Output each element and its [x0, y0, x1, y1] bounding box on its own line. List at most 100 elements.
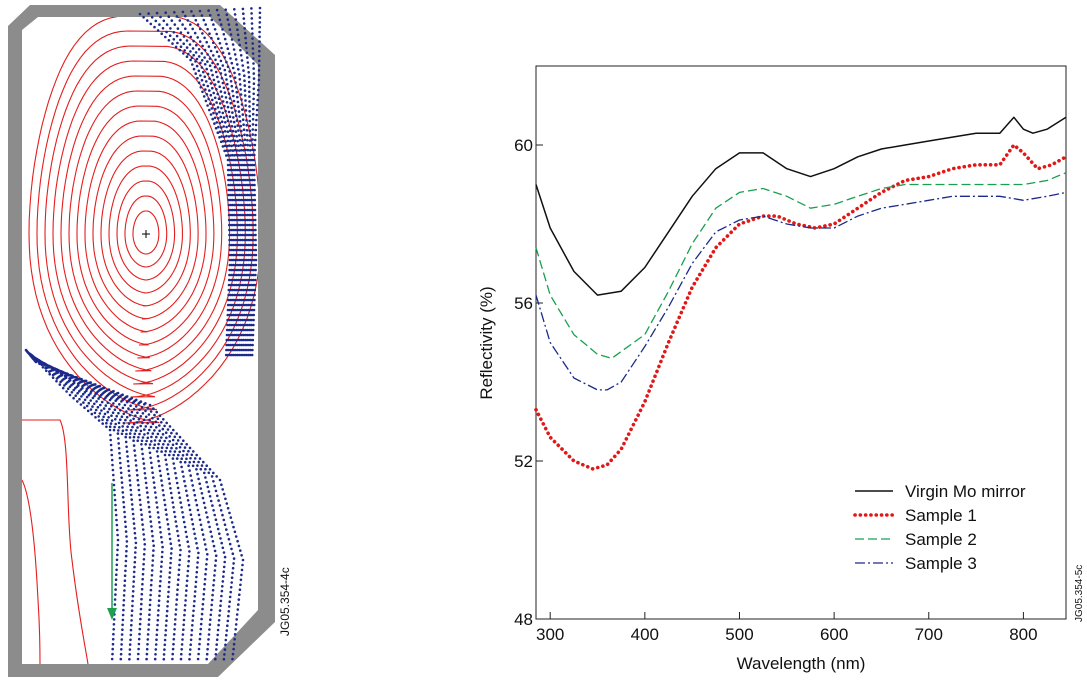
field-line-dot	[138, 493, 141, 497]
field-line-dot	[250, 158, 254, 162]
field-line-dot	[248, 268, 252, 272]
field-line-dot	[232, 134, 236, 138]
field-line-dot	[245, 158, 248, 162]
field-line-dot	[226, 18, 230, 21]
field-line-dot	[148, 428, 151, 432]
field-line-dot	[251, 168, 254, 172]
field-line-dot	[174, 618, 177, 621]
field-line-dot	[248, 139, 252, 142]
field-line-dot	[143, 467, 146, 470]
field-line-dot	[218, 67, 222, 70]
field-line-dot	[223, 560, 226, 564]
field-line-dot	[255, 113, 259, 117]
field-line-dot	[231, 193, 234, 197]
field-line-dot	[253, 173, 256, 177]
field-line-dot	[214, 489, 218, 493]
field-line-dot	[251, 52, 255, 55]
field-line-dot	[113, 603, 117, 606]
field-line-dot	[230, 308, 233, 312]
field-line-dot	[120, 481, 124, 484]
y-tick-label: 60	[514, 136, 533, 155]
field-line-dot	[138, 498, 142, 502]
field-line-dot	[240, 183, 243, 187]
field-line-dot	[190, 56, 194, 59]
field-line-dot	[203, 582, 206, 586]
field-line-dot	[245, 293, 249, 297]
field-line-dot	[227, 610, 231, 613]
field-line-dot	[248, 248, 252, 252]
field-line-dot	[232, 642, 236, 646]
field-line-dot	[250, 163, 254, 167]
field-line-dot	[113, 598, 117, 601]
field-line-dot	[232, 303, 236, 307]
field-line-dot	[251, 37, 254, 40]
field-line-dot	[236, 333, 240, 337]
field-line-dot	[235, 149, 239, 152]
field-line-dot	[242, 333, 245, 337]
field-line-dot	[229, 516, 233, 519]
field-line-dot	[160, 436, 163, 439]
field-line-dot	[239, 578, 243, 582]
field-line-dot	[132, 575, 136, 579]
field-line-dot	[217, 117, 220, 120]
field-line-dot	[247, 243, 250, 247]
field-line-dot	[240, 134, 244, 138]
field-line-dot	[175, 476, 178, 480]
field-line-dot	[110, 453, 114, 457]
field-line-dot	[122, 505, 126, 509]
field-line-dot	[222, 575, 225, 578]
field-line-dot	[213, 574, 216, 577]
field-line-dot	[249, 338, 253, 342]
field-line-dot	[228, 542, 232, 546]
field-line-dot	[205, 80, 208, 83]
field-line-dot	[239, 308, 243, 312]
field-line-dot	[107, 388, 111, 391]
field-line-dot	[243, 94, 247, 97]
field-line-dot	[148, 608, 151, 612]
field-line-dot	[253, 183, 256, 187]
field-line-dot	[132, 407, 136, 411]
field-line-dot	[127, 422, 131, 425]
field-line-dot	[248, 153, 252, 157]
field-line-dot	[199, 487, 203, 490]
field-line-dot	[129, 493, 133, 497]
field-line-dot	[168, 425, 172, 428]
field-line-dot	[173, 628, 176, 631]
field-line-dot	[231, 43, 235, 46]
field-line-dot	[237, 268, 241, 272]
field-line-dot	[240, 208, 244, 212]
field-line-dot	[147, 623, 151, 626]
field-line-dot	[252, 107, 255, 111]
field-line-dot	[241, 144, 245, 147]
field-line-dot	[238, 338, 242, 342]
field-line-dot	[213, 513, 216, 517]
field-line-dot	[201, 44, 204, 48]
field-line-dot	[208, 628, 211, 631]
field-line-dot	[151, 422, 155, 426]
field-line-dot	[145, 439, 148, 443]
field-line-dot	[162, 443, 165, 446]
field-line-dot	[189, 50, 192, 53]
flux-surface	[44, 45, 246, 398]
field-line-dot	[151, 471, 154, 475]
field-line-dot	[222, 86, 226, 90]
field-line-dot	[203, 56, 206, 59]
field-line-dot	[210, 69, 213, 72]
field-line-dot	[183, 446, 187, 449]
field-line-dot	[248, 203, 251, 207]
field-line-dot	[236, 173, 239, 177]
field-line-dot	[232, 158, 235, 162]
field-line-dot	[89, 381, 92, 384]
field-line-dot	[239, 218, 242, 222]
field-line-dot	[142, 553, 146, 556]
field-line-dot	[229, 213, 233, 217]
field-line-dot	[256, 98, 260, 102]
field-line-dot	[231, 111, 234, 114]
field-line-dot	[227, 149, 230, 152]
field-line-dot	[228, 223, 231, 227]
field-line-dot	[124, 569, 127, 573]
field-line-dot	[231, 318, 235, 322]
field-line-dot	[223, 653, 226, 656]
field-line-dot	[217, 80, 220, 84]
field-line-dot	[220, 120, 224, 123]
